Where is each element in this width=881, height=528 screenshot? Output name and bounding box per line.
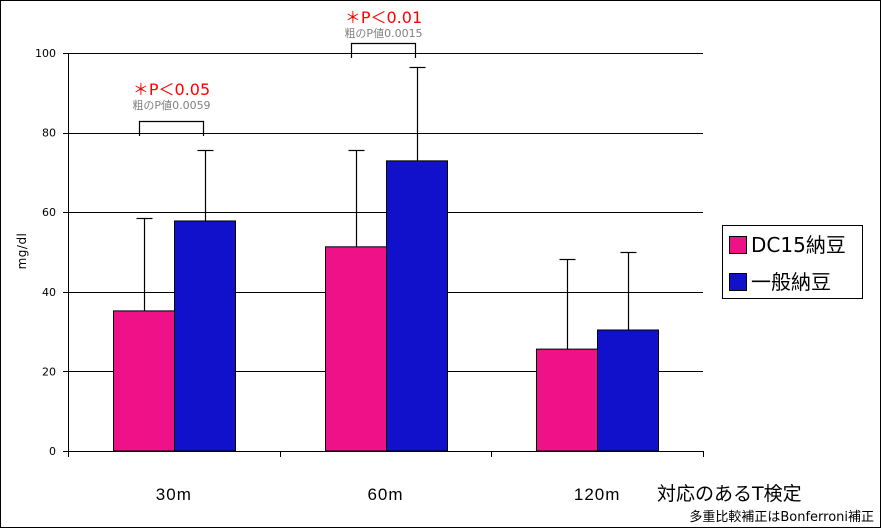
- raw-p-value-label: 粗のP値0.0059: [132, 99, 210, 112]
- y-tick-label: 20: [42, 365, 56, 378]
- correction-note: 多重比較補正はBonferroni補正: [689, 509, 874, 525]
- significance-label: ＊P＜0.01: [345, 8, 422, 27]
- x-axis-ticks: 30m 60m 120m: [68, 451, 704, 504]
- y-tick-label: 0: [49, 445, 56, 458]
- y-tick-label: 100: [35, 47, 56, 60]
- bar-60m-series-1: [386, 160, 448, 452]
- y-tick-label: 80: [42, 127, 56, 140]
- error-bars: [136, 66, 637, 350]
- significance-label: ＊P＜0.05: [133, 80, 210, 99]
- legend-swatch-regular: [729, 273, 747, 291]
- bars: [113, 160, 659, 452]
- y-axis-ticks: 0 20 40 60 80 100: [35, 47, 68, 458]
- legend-label-regular: 一般納豆: [751, 270, 831, 294]
- x-tick-label: 120m: [574, 485, 621, 504]
- bar-120m-series-1: [597, 329, 659, 452]
- legend: DC15納豆 一般納豆: [722, 225, 863, 299]
- y-axis-label: mg/dl: [15, 233, 29, 270]
- test-method-note: 対応のあるT検定: [657, 483, 802, 505]
- bar-120m-series-0: [536, 348, 598, 452]
- legend-swatch-dc15: [729, 236, 747, 254]
- axes: [68, 53, 703, 452]
- legend-label-dc15: DC15納豆: [751, 233, 846, 257]
- bar-60m-series-0: [325, 246, 387, 452]
- bar-30m-series-0: [113, 310, 175, 452]
- raw-p-value-label: 粗のP値0.0015: [344, 27, 422, 40]
- significance-bracket: [350, 42, 417, 58]
- x-tick-label: 60m: [367, 485, 403, 504]
- significance-bracket: [138, 120, 205, 136]
- bar-30m-series-1: [174, 220, 236, 452]
- y-tick-label: 40: [42, 286, 56, 299]
- x-tick-label: 30m: [156, 485, 192, 504]
- y-tick-label: 60: [42, 206, 56, 219]
